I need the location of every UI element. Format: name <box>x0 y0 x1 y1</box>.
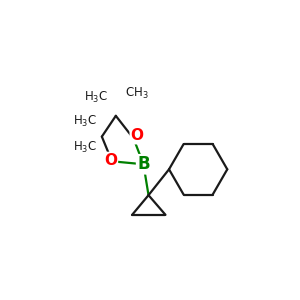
Text: O: O <box>104 153 117 168</box>
Text: H$_3$C: H$_3$C <box>84 90 108 105</box>
Text: H$_3$C: H$_3$C <box>73 114 98 129</box>
Text: B: B <box>137 155 150 173</box>
Text: H$_3$C: H$_3$C <box>73 140 98 154</box>
Text: O: O <box>131 128 144 143</box>
Text: CH$_3$: CH$_3$ <box>125 86 148 101</box>
